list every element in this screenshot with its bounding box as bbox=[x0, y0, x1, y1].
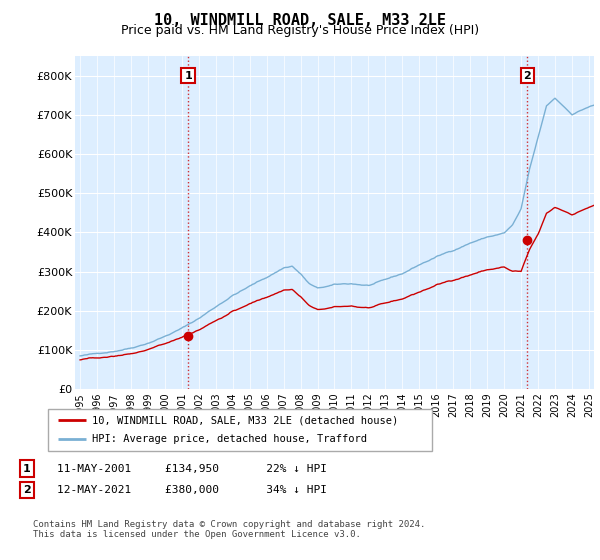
Text: 12-MAY-2021     £380,000       34% ↓ HPI: 12-MAY-2021 £380,000 34% ↓ HPI bbox=[57, 485, 327, 495]
Text: Price paid vs. HM Land Registry's House Price Index (HPI): Price paid vs. HM Land Registry's House … bbox=[121, 24, 479, 38]
Text: 1: 1 bbox=[23, 464, 31, 474]
Text: 2: 2 bbox=[523, 71, 531, 81]
Text: 2: 2 bbox=[23, 485, 31, 495]
Text: 10, WINDMILL ROAD, SALE, M33 2LE (detached house): 10, WINDMILL ROAD, SALE, M33 2LE (detach… bbox=[92, 415, 398, 425]
Text: HPI: Average price, detached house, Trafford: HPI: Average price, detached house, Traf… bbox=[92, 435, 367, 445]
Text: Contains HM Land Registry data © Crown copyright and database right 2024.
This d: Contains HM Land Registry data © Crown c… bbox=[33, 520, 425, 539]
Text: 1: 1 bbox=[184, 71, 192, 81]
Text: 10, WINDMILL ROAD, SALE, M33 2LE: 10, WINDMILL ROAD, SALE, M33 2LE bbox=[154, 13, 446, 27]
FancyBboxPatch shape bbox=[48, 409, 432, 451]
Text: 11-MAY-2001     £134,950       22% ↓ HPI: 11-MAY-2001 £134,950 22% ↓ HPI bbox=[57, 464, 327, 474]
